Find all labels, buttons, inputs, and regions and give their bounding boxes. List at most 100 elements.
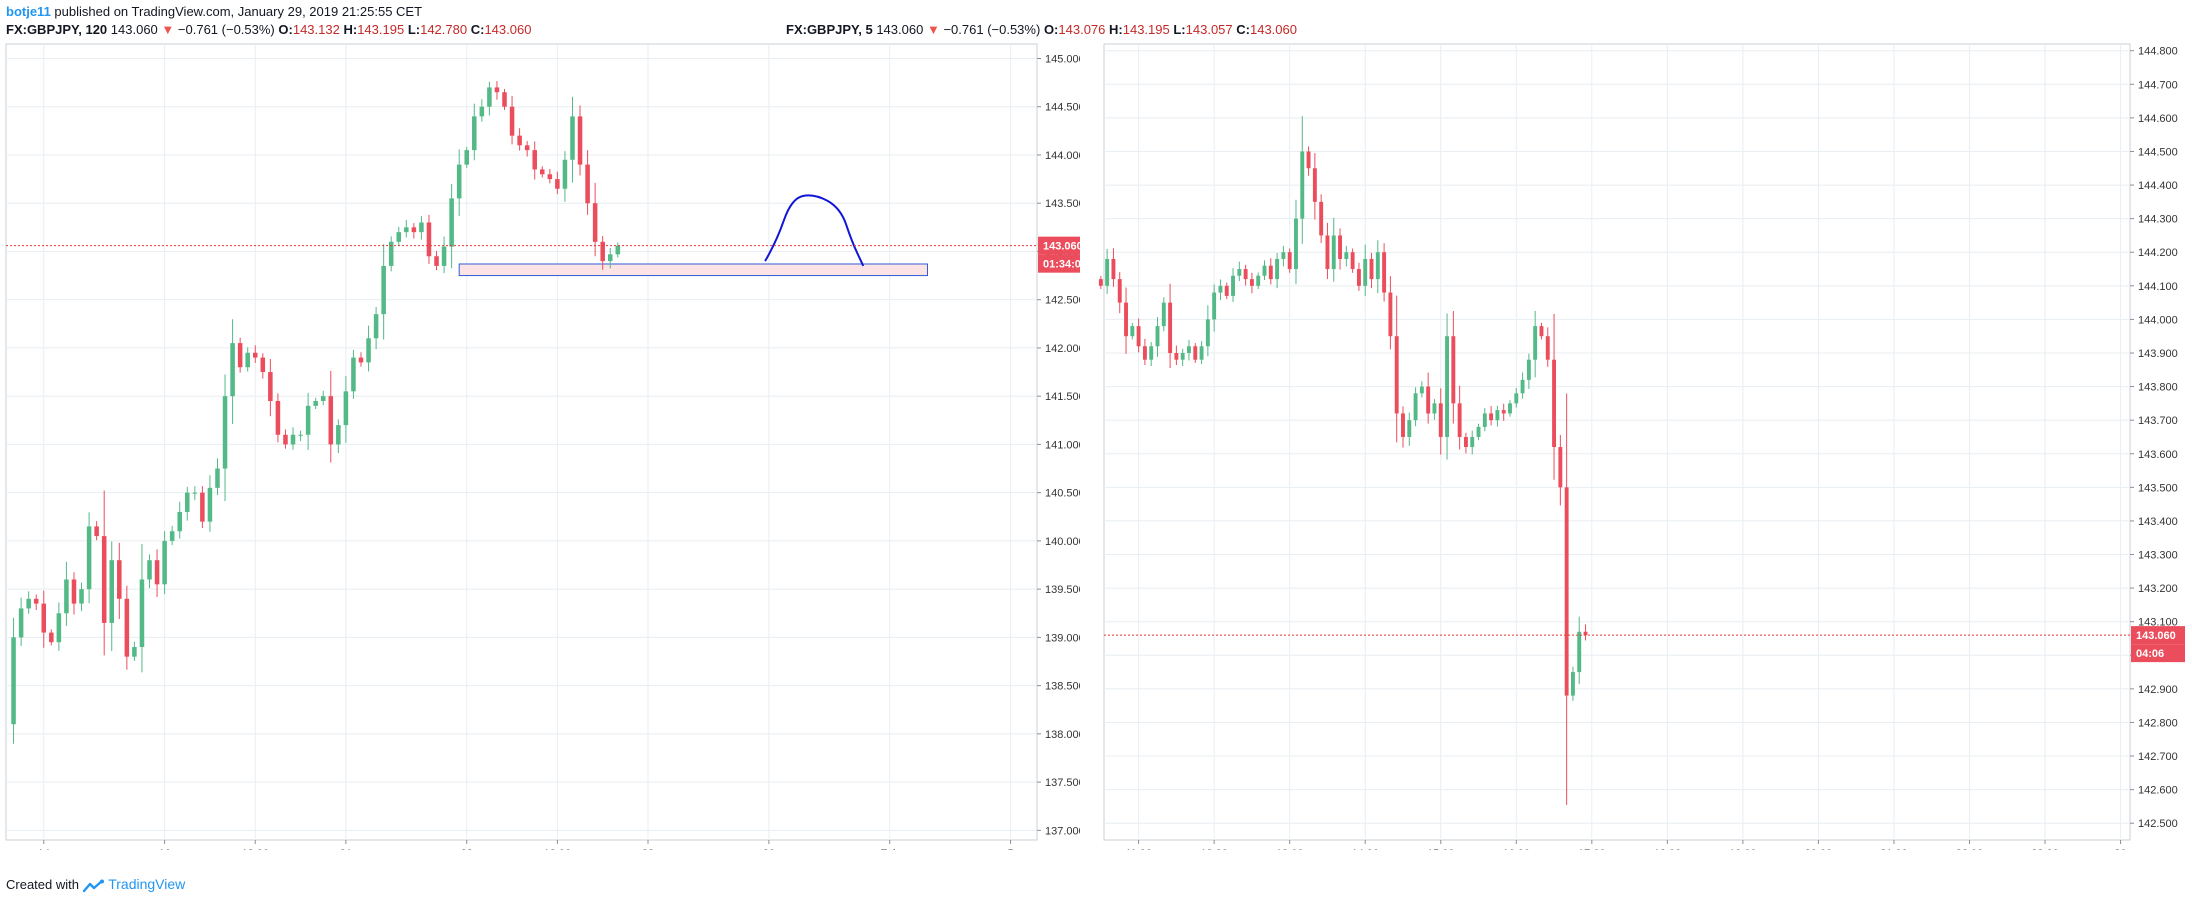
candle[interactable] xyxy=(396,226,402,247)
candle[interactable] xyxy=(79,582,84,612)
candle[interactable] xyxy=(1124,287,1128,354)
candle[interactable] xyxy=(1432,399,1437,420)
candle[interactable] xyxy=(124,585,130,670)
candle[interactable] xyxy=(230,319,235,425)
candle[interactable] xyxy=(305,392,311,450)
candle[interactable] xyxy=(169,525,175,546)
symbol-label[interactable]: FX:GBPJPY, 120 xyxy=(6,22,108,37)
candle[interactable] xyxy=(320,390,326,406)
candle[interactable] xyxy=(1526,353,1531,389)
candle[interactable] xyxy=(26,591,31,614)
candle[interactable] xyxy=(200,486,205,529)
candle[interactable] xyxy=(1117,272,1122,314)
candle[interactable] xyxy=(358,352,364,367)
candle[interactable] xyxy=(1426,372,1431,424)
candle[interactable] xyxy=(366,325,371,372)
candle[interactable] xyxy=(540,166,545,178)
candle[interactable] xyxy=(336,419,341,454)
candle[interactable] xyxy=(192,486,198,501)
candle[interactable] xyxy=(1570,666,1575,701)
candle[interactable] xyxy=(215,458,220,496)
candle[interactable] xyxy=(1105,248,1110,294)
candle[interactable] xyxy=(1249,272,1254,294)
candle[interactable] xyxy=(1463,432,1468,454)
candle[interactable] xyxy=(1514,387,1519,408)
candle[interactable] xyxy=(1338,228,1342,270)
candle[interactable] xyxy=(1224,282,1229,300)
candle[interactable] xyxy=(1281,245,1286,267)
candle[interactable] xyxy=(328,370,334,463)
candle[interactable] xyxy=(1375,240,1380,294)
candle[interactable] xyxy=(1111,248,1116,287)
candle[interactable] xyxy=(237,337,243,373)
candle[interactable] xyxy=(449,183,454,269)
candle[interactable] xyxy=(1319,194,1324,243)
candle[interactable] xyxy=(1401,406,1405,448)
candle[interactable] xyxy=(509,95,515,145)
candle[interactable] xyxy=(1501,403,1506,421)
candle[interactable] xyxy=(1583,624,1588,641)
candle[interactable] xyxy=(1098,275,1103,290)
candle[interactable] xyxy=(381,244,386,340)
candle[interactable] xyxy=(1520,372,1525,399)
candle[interactable] xyxy=(1363,244,1368,296)
candle[interactable] xyxy=(1470,430,1475,455)
candle[interactable] xyxy=(245,347,250,372)
candle[interactable] xyxy=(260,353,266,379)
candle[interactable] xyxy=(1394,295,1399,443)
candle[interactable] xyxy=(185,486,190,521)
candle[interactable] xyxy=(1407,412,1412,446)
candle[interactable] xyxy=(1457,385,1462,450)
candle[interactable] xyxy=(1212,284,1217,332)
candle[interactable] xyxy=(517,128,522,151)
candle[interactable] xyxy=(472,103,477,161)
candle[interactable] xyxy=(49,629,54,646)
candle[interactable] xyxy=(1438,388,1443,455)
candle[interactable] xyxy=(434,250,439,271)
candle[interactable] xyxy=(1136,318,1141,353)
candle[interactable] xyxy=(1168,283,1173,369)
candle[interactable] xyxy=(1482,408,1487,432)
candle[interactable] xyxy=(1451,311,1456,424)
candle[interactable] xyxy=(562,151,568,202)
candle[interactable] xyxy=(1268,258,1273,285)
left-candlestick-chart[interactable]: 137.000 137.500 138.000 138.500 139.000 139.5… xyxy=(0,40,1080,850)
candle[interactable] xyxy=(1312,153,1317,220)
tradingview-brand[interactable]: TradingView xyxy=(108,876,186,893)
candle[interactable] xyxy=(1300,116,1305,244)
candle[interactable] xyxy=(1558,434,1563,506)
candle[interactable] xyxy=(1539,322,1544,340)
candle[interactable] xyxy=(426,214,432,264)
candle[interactable] xyxy=(487,81,492,116)
candle[interactable] xyxy=(1218,279,1223,300)
candle[interactable] xyxy=(1356,262,1361,291)
candle[interactable] xyxy=(585,150,590,215)
candle[interactable] xyxy=(1130,322,1135,340)
candle[interactable] xyxy=(1533,311,1538,378)
candle[interactable] xyxy=(1552,313,1557,480)
plot-area[interactable] xyxy=(5,43,1038,841)
candle[interactable] xyxy=(1325,222,1330,280)
candle[interactable] xyxy=(154,549,160,597)
candle[interactable] xyxy=(1161,297,1166,332)
candle[interactable] xyxy=(1495,405,1500,427)
candle[interactable] xyxy=(1306,146,1311,176)
candle[interactable] xyxy=(1331,217,1336,282)
support-zone-rectangle[interactable] xyxy=(458,263,928,277)
candle[interactable] xyxy=(1294,199,1298,285)
candle[interactable] xyxy=(1237,261,1242,282)
candle[interactable] xyxy=(222,374,228,502)
candle[interactable] xyxy=(18,597,24,647)
candle[interactable] xyxy=(1382,243,1387,302)
candle[interactable] xyxy=(268,359,273,417)
candle[interactable] xyxy=(177,501,182,539)
candle[interactable] xyxy=(1205,305,1210,357)
candle[interactable] xyxy=(1445,313,1450,460)
candle[interactable] xyxy=(1344,245,1349,267)
candle[interactable] xyxy=(1350,248,1355,273)
candle[interactable] xyxy=(283,429,288,449)
candle[interactable] xyxy=(1199,340,1204,364)
candle[interactable] xyxy=(577,105,583,176)
candle[interactable] xyxy=(351,349,356,399)
candle[interactable] xyxy=(64,561,69,626)
